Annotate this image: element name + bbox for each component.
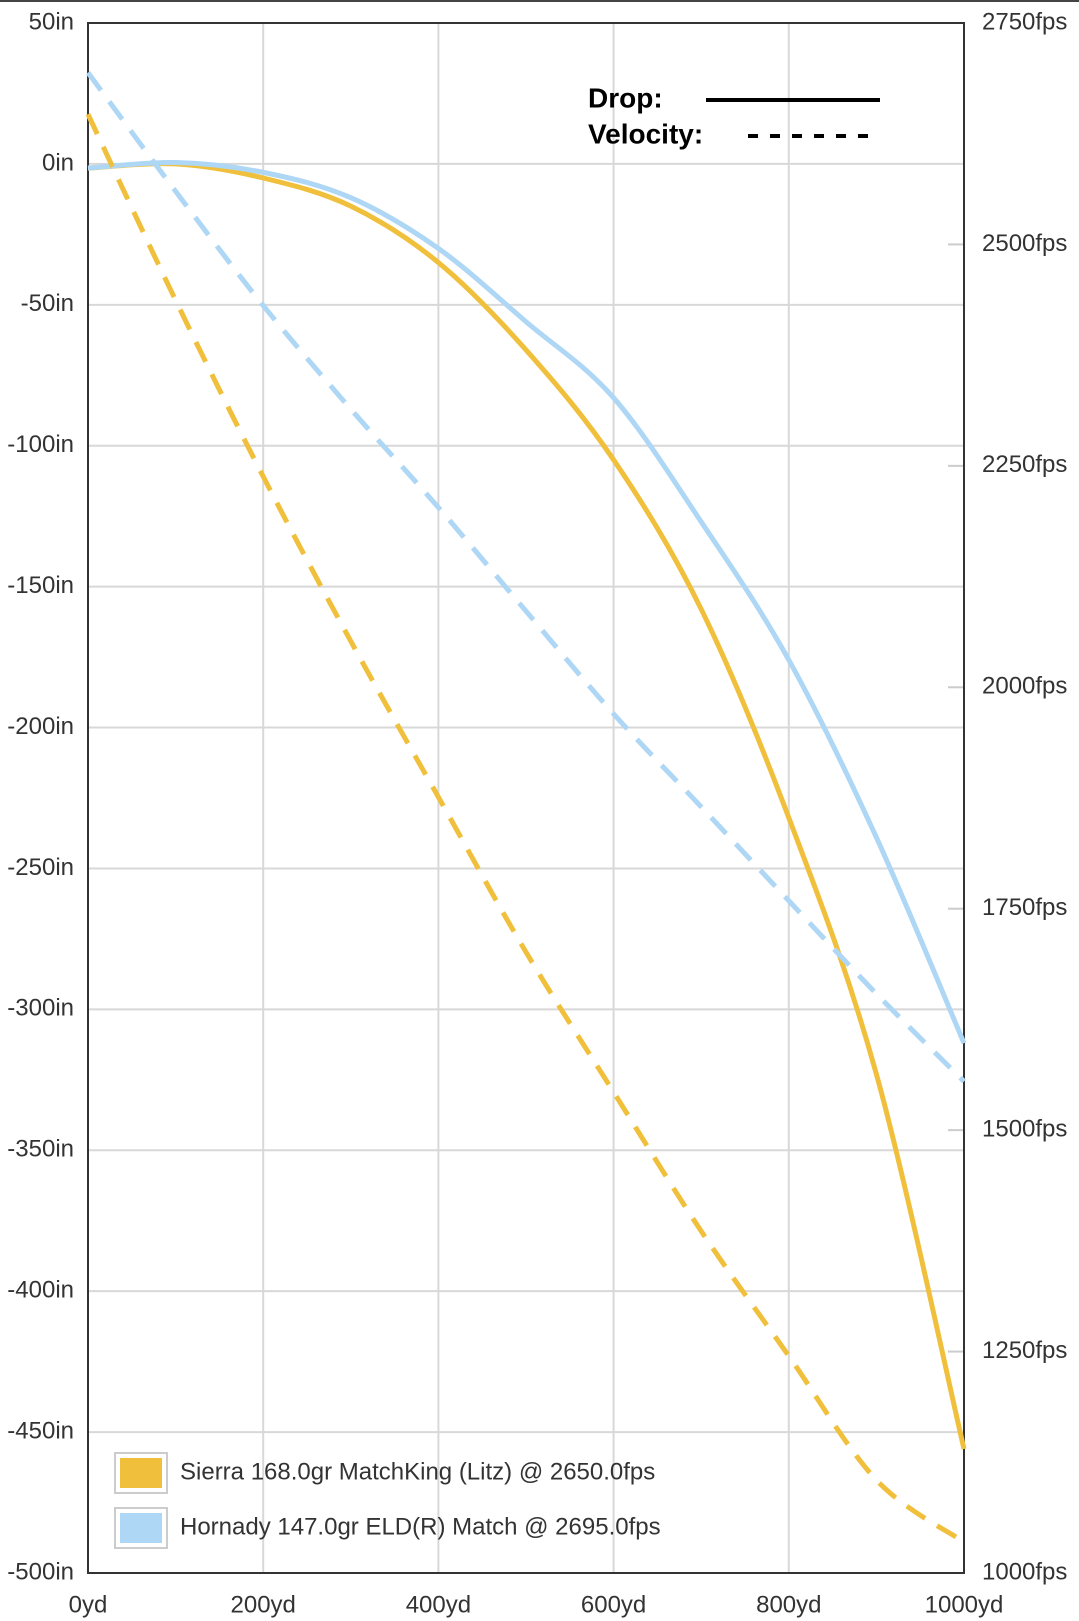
legend-label: Hornady 147.0gr ELD(R) Match @ 2695.0fps — [180, 1513, 661, 1540]
legend-swatch — [120, 1513, 162, 1543]
y-tick-label: -400in — [7, 1277, 74, 1304]
legend-label: Sierra 168.0gr MatchKing (Litz) @ 2650.0… — [180, 1458, 655, 1485]
series-line — [85, 113, 966, 1545]
series-line — [85, 71, 966, 1084]
y-tick-label: -150in — [7, 572, 74, 599]
y-tick-label: -200in — [7, 713, 74, 740]
y-tick-label: 0in — [42, 149, 74, 176]
y2-tick-label: 1000fps — [982, 1558, 1067, 1585]
x-tick-label: 600yd — [581, 1591, 646, 1618]
style-legend-label: Velocity: — [588, 118, 703, 149]
y2-tick-label: 2750fps — [982, 8, 1067, 35]
series-line — [87, 161, 967, 1450]
y2-tick-label: 1250fps — [982, 1337, 1067, 1364]
x-tick-label: 1000yd — [925, 1591, 1004, 1618]
y-tick-label: -450in — [7, 1417, 74, 1444]
x-tick-label: 200yd — [231, 1591, 296, 1618]
x-tick-label: 400yd — [406, 1591, 471, 1618]
y-tick-label: -250in — [7, 854, 74, 881]
x-tick-label: 800yd — [756, 1591, 821, 1618]
y2-tick-label: 2000fps — [982, 673, 1067, 700]
y-tick-label: -100in — [7, 431, 74, 458]
style-legend-label: Drop: — [588, 82, 663, 113]
x-tick-label: 0yd — [69, 1591, 108, 1618]
y2-tick-label: 2500fps — [982, 230, 1067, 257]
y2-tick-label: 1750fps — [982, 894, 1067, 921]
y-tick-label: -350in — [7, 1136, 74, 1163]
legend-swatch — [120, 1458, 162, 1488]
y-tick-label: -500in — [7, 1558, 74, 1585]
y2-tick-label: 2250fps — [982, 451, 1067, 478]
y-tick-label: -50in — [21, 290, 74, 317]
y-tick-label: -300in — [7, 995, 74, 1022]
y-tick-label: 50in — [29, 8, 74, 35]
series-line — [87, 159, 967, 1045]
y2-tick-label: 1500fps — [982, 1115, 1067, 1142]
plot-frame — [87, 22, 965, 1574]
